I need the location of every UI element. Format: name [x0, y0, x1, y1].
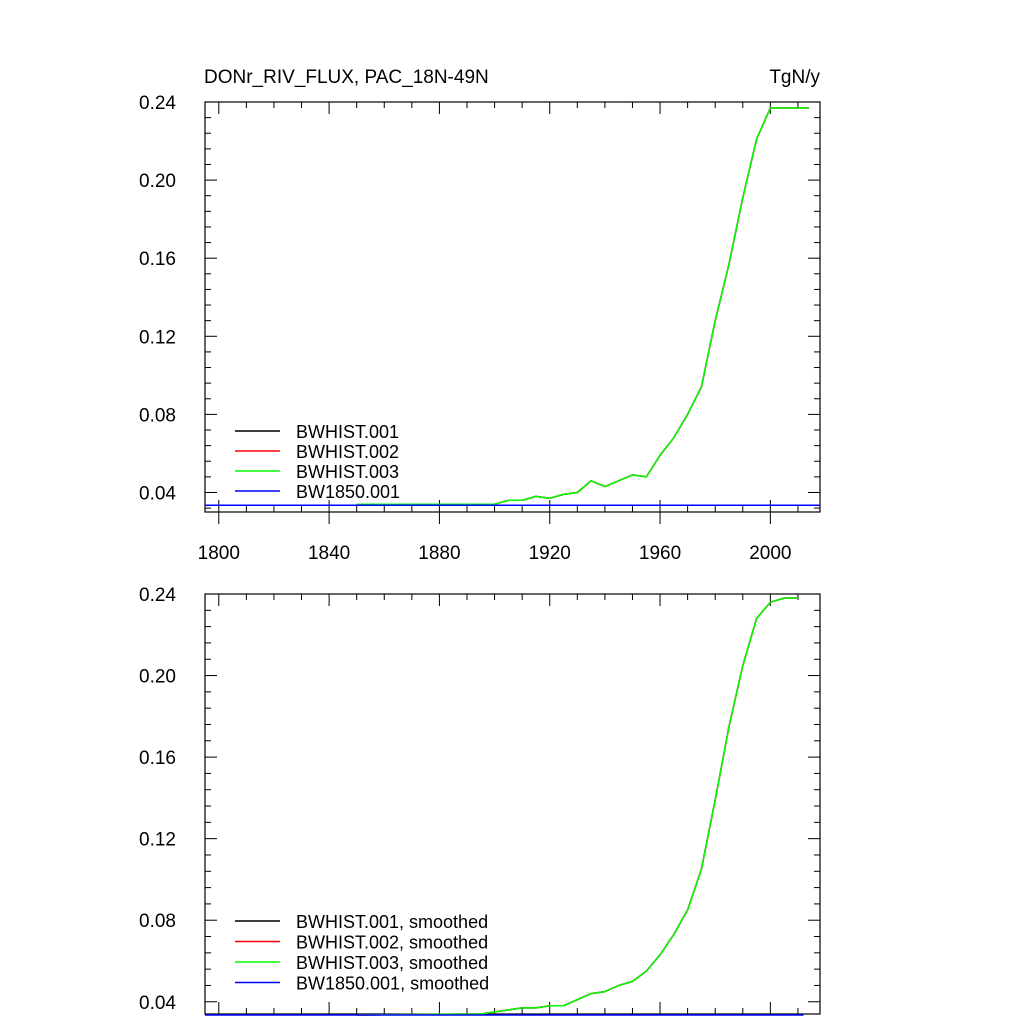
units-label: TgN/y — [769, 67, 820, 88]
y-tick-label: 0.12 — [139, 830, 176, 851]
y-tick-label: 0.24 — [139, 585, 176, 606]
legend-label: BW1850.001 — [296, 482, 400, 502]
y-tick-label: 0.16 — [139, 249, 176, 270]
series-line-1 — [356, 107, 809, 505]
y-tick-label: 0.04 — [139, 483, 176, 504]
y-tick-label: 0.16 — [139, 748, 176, 769]
y-tick-label: 0.08 — [139, 405, 176, 426]
legend-label: BW1850.001, smoothed — [296, 974, 489, 994]
chart-title: DONr_RIV_FLUX, PAC_18N-49N — [204, 67, 489, 88]
y-tick-label: 0.12 — [139, 327, 176, 348]
x-tick-label: 2000 — [749, 543, 791, 564]
plot-frame — [204, 101, 821, 513]
x-tick-label: 1920 — [529, 543, 571, 564]
y-tick-label: 0.08 — [139, 911, 176, 932]
legend-label: BWHIST.001 — [296, 422, 399, 442]
series-line-3 — [356, 597, 798, 1016]
legend-label: BWHIST.002 — [296, 442, 399, 462]
x-tick-label: 1880 — [418, 543, 460, 564]
legend-label: BWHIST.003, smoothed — [296, 953, 488, 973]
legend-label: BWHIST.003 — [296, 462, 399, 482]
y-tick-label: 0.20 — [139, 667, 176, 688]
series-line-3 — [356, 107, 809, 505]
x-tick-label: 1840 — [308, 543, 350, 564]
y-tick-label: 0.20 — [139, 171, 176, 192]
plot-frame — [204, 593, 821, 1015]
series-line-2 — [356, 107, 809, 505]
y-tick-label: 0.04 — [139, 993, 176, 1014]
bottom-panel: 0.04 0.08 0.12 0.16 0.20 0.24 BWHIST.001, smoo… — [139, 585, 821, 1016]
x-tick-label: 1800 — [198, 543, 240, 564]
top-panel: 0.04 0.08 0.12 0.16 0.20 0.24 1800 1840 1880 1920… — [139, 93, 821, 564]
y-tick-label: 0.24 — [139, 93, 176, 114]
legend-label: BWHIST.002, smoothed — [296, 933, 488, 953]
legend-label: BWHIST.001, smoothed — [296, 912, 488, 932]
x-tick-label: 1960 — [639, 543, 681, 564]
